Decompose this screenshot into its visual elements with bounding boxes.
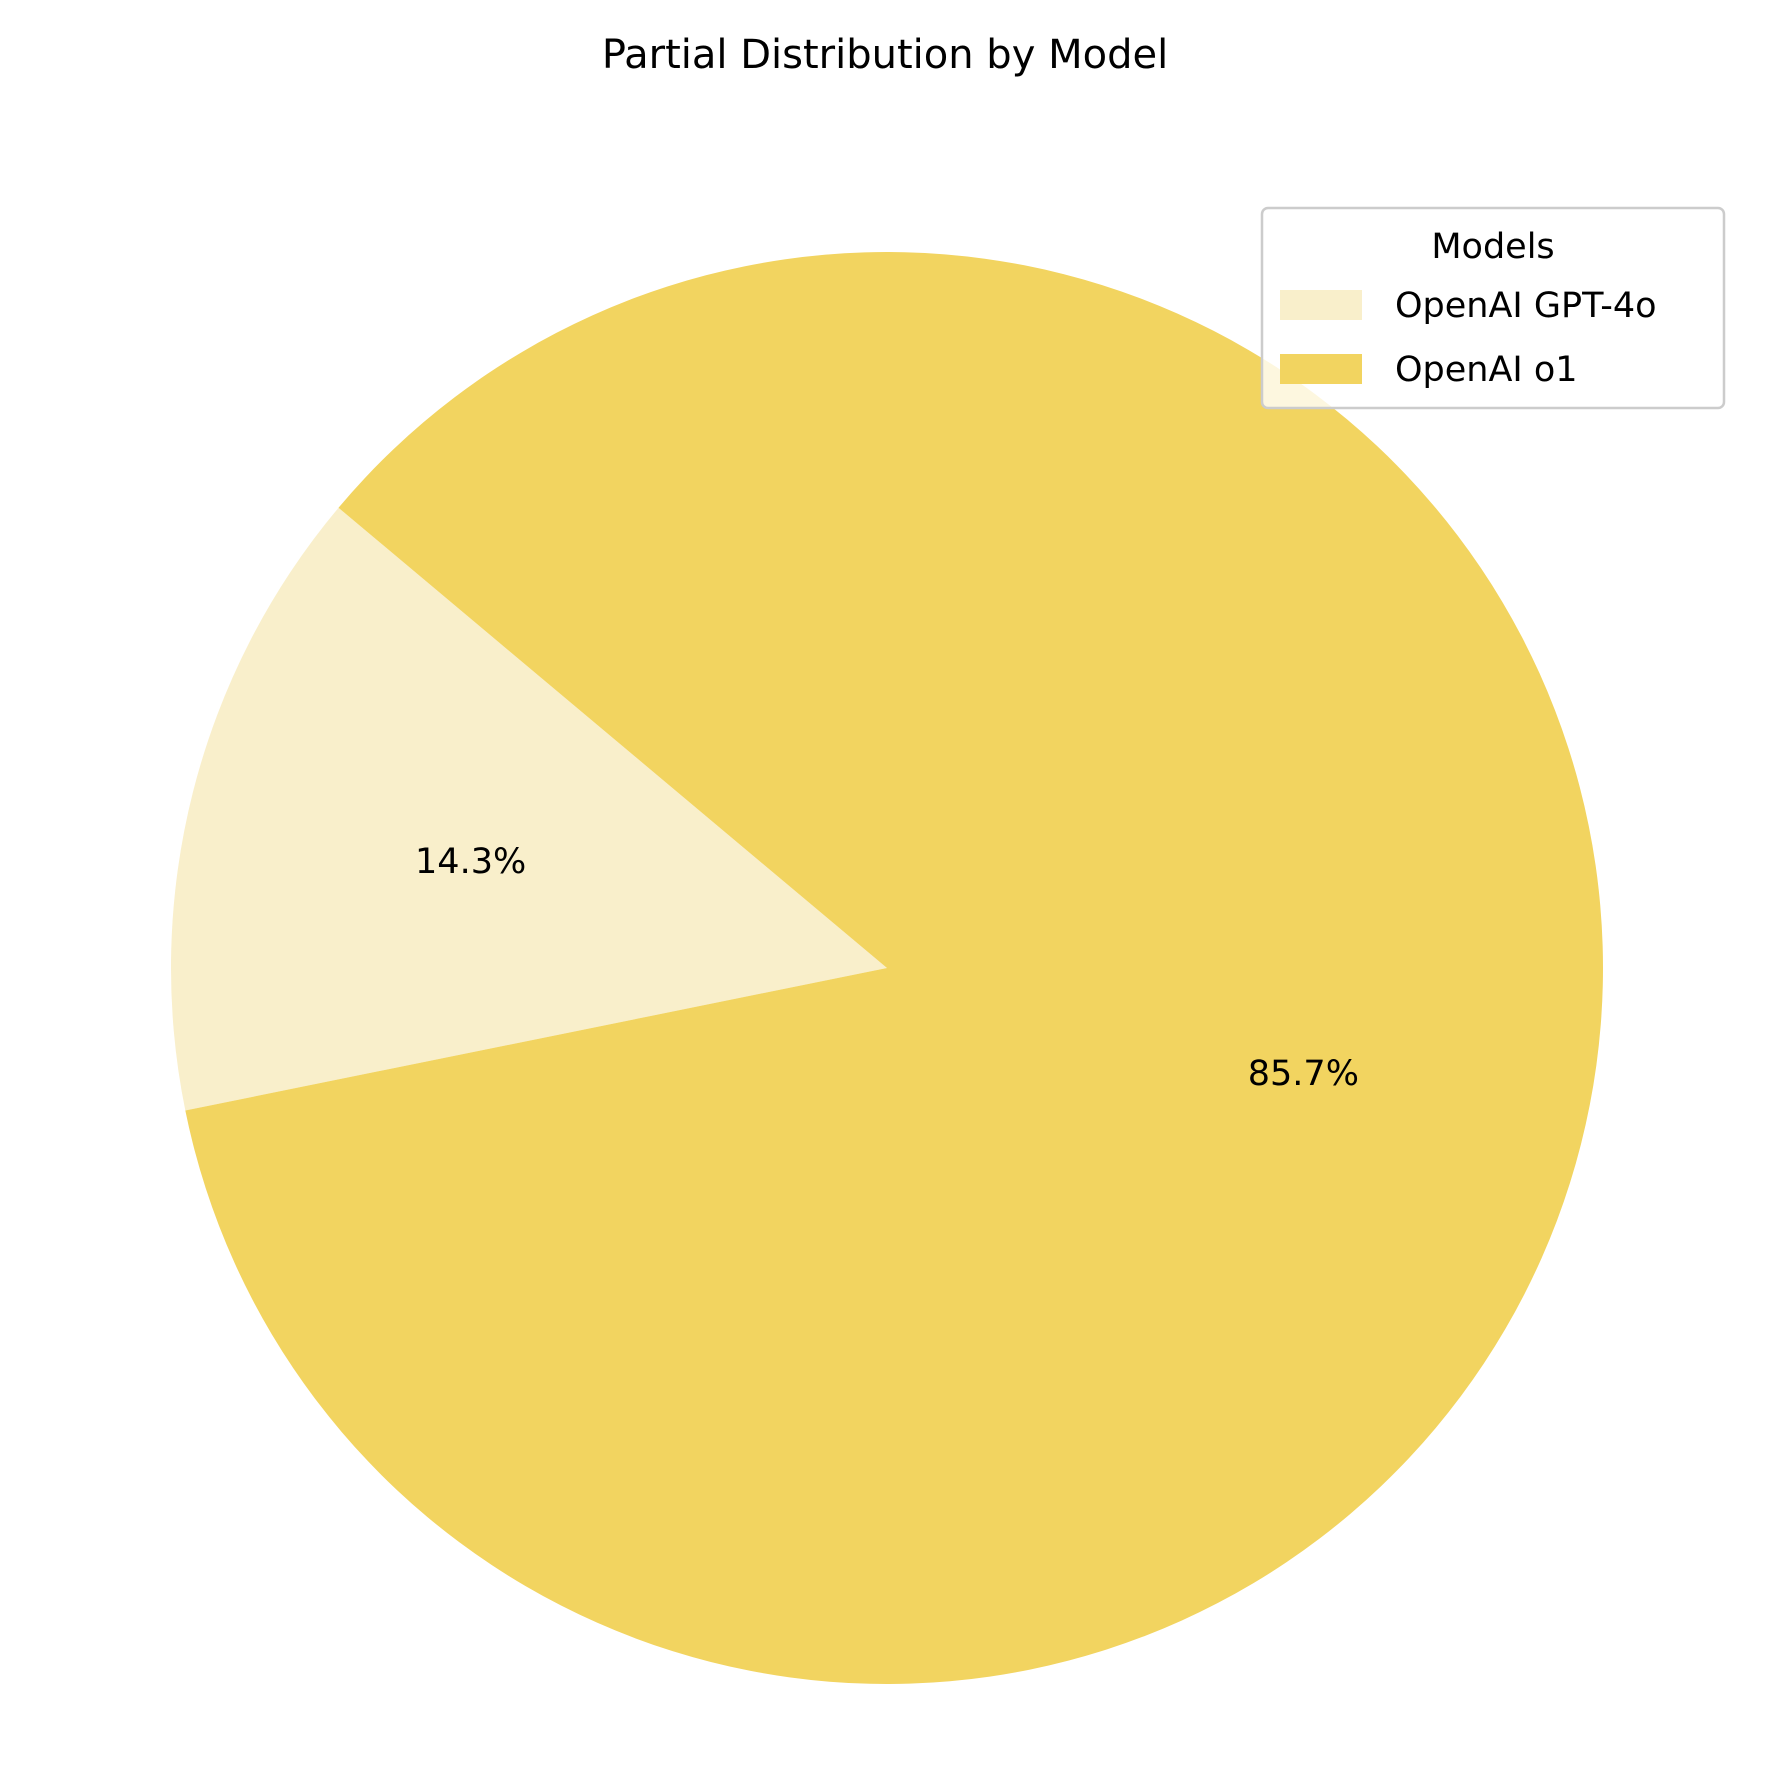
pie-value-label: 14.3% bbox=[415, 842, 526, 882]
legend-frame bbox=[1260, 206, 1726, 410]
pie-value-labels: 14.3% 85.7% bbox=[415, 842, 1359, 1094]
legend-swatch bbox=[1280, 290, 1362, 320]
legend: Models OpenAI GPT-4o OpenAI o1 bbox=[1260, 206, 1726, 410]
legend-label: OpenAI GPT-4o bbox=[1395, 286, 1657, 326]
pie-slice-openai-o1 bbox=[185, 251, 1603, 1684]
pie-value-label: 85.7% bbox=[1248, 1054, 1359, 1094]
legend-swatch bbox=[1280, 354, 1362, 384]
legend-items: OpenAI GPT-4o OpenAI o1 bbox=[1280, 286, 1657, 390]
pie-slice-openai-gpt-4o bbox=[170, 507, 888, 1111]
legend-title: Models bbox=[1431, 227, 1554, 267]
pie-slices bbox=[170, 251, 1603, 1684]
chart-title: Partial Distribution by Model bbox=[602, 32, 1168, 78]
legend-label: OpenAI o1 bbox=[1395, 350, 1578, 390]
